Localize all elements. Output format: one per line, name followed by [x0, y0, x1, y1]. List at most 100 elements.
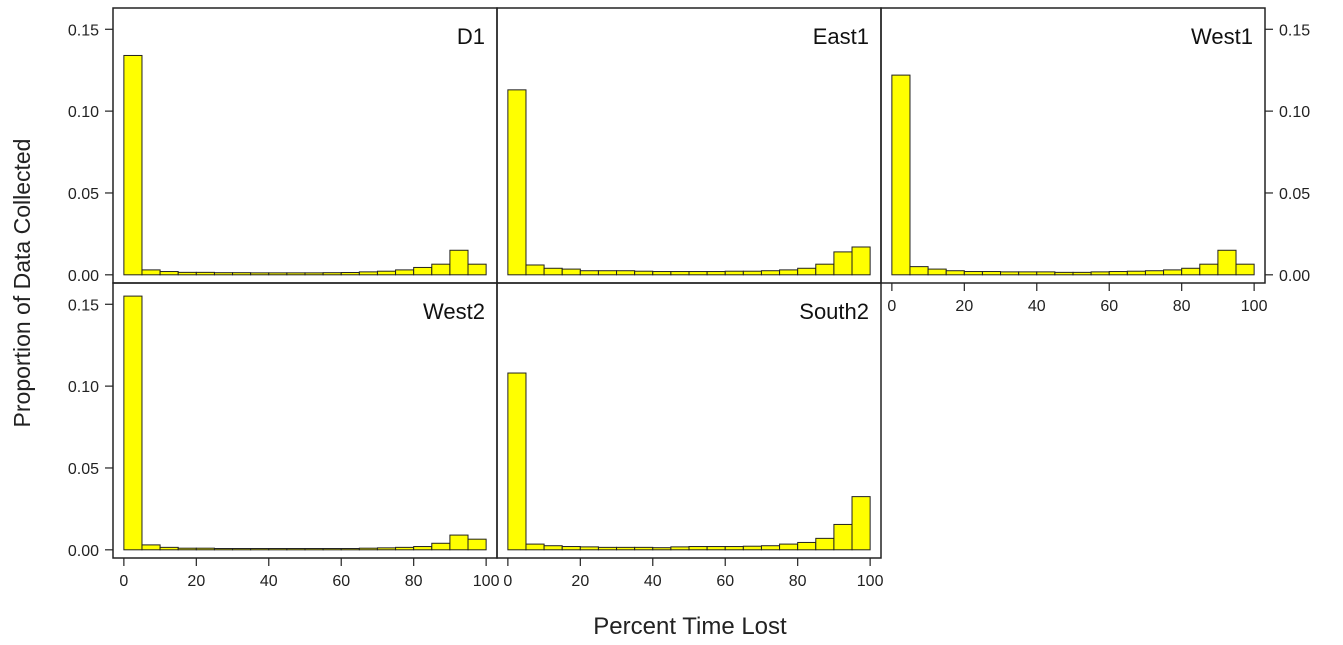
bar [742, 270, 762, 276]
bar [616, 546, 636, 551]
x-tick-label: 100 [473, 573, 500, 590]
bar [815, 537, 835, 551]
y-tick-label: 0.00 [1279, 268, 1310, 285]
bar [742, 545, 762, 551]
bar [779, 269, 799, 276]
bar [232, 548, 252, 551]
bar [413, 266, 433, 276]
bar [634, 546, 654, 551]
bar [945, 270, 965, 276]
axis-ticks-group: 0.00 0.05 0.10 0.15 0.00 0.05 0.10 0.15 0.00 0.05… [68, 22, 1310, 590]
bar [706, 546, 726, 551]
x-tick-label: 0 [119, 573, 128, 590]
bar [724, 270, 744, 276]
bar [507, 89, 527, 276]
bar [467, 263, 487, 276]
panel-title: South2 [799, 299, 869, 324]
y-axis-title: Proportion of Data Collected [9, 139, 35, 428]
bar [431, 263, 451, 276]
bar [340, 548, 360, 551]
bar [1036, 271, 1056, 276]
x-tick-label: 0 [503, 573, 512, 590]
x-tick-label: 20 [955, 298, 973, 315]
bar [250, 548, 270, 551]
bar [634, 270, 654, 276]
bar [322, 548, 342, 551]
bar [981, 271, 1002, 276]
bar [159, 546, 179, 551]
panel-West2: West2 [112, 282, 498, 559]
bar [322, 272, 342, 276]
panel-D1: D1 [112, 7, 498, 284]
x-tick-label: 20 [187, 573, 205, 590]
bar [797, 541, 817, 551]
bar [543, 267, 563, 276]
x-tick-label: 0 [887, 298, 896, 315]
bar [1090, 271, 1110, 276]
bar [507, 372, 527, 551]
bar [688, 271, 708, 276]
y-tick-label: 0.15 [68, 22, 99, 39]
bar [909, 266, 929, 276]
bar [250, 272, 270, 276]
bar [213, 548, 234, 551]
bar [927, 268, 947, 276]
bar [213, 272, 234, 276]
bar [1018, 271, 1038, 276]
bar [779, 543, 799, 551]
bar [1000, 271, 1020, 276]
x-tick-label: 100 [857, 573, 884, 590]
bar [652, 547, 672, 551]
bar [449, 249, 469, 276]
panel-West1: West1 [880, 7, 1266, 284]
y-tick-label: 0.10 [68, 379, 99, 396]
bar [449, 534, 469, 551]
bar [579, 546, 599, 551]
y-tick-label: 0.15 [1279, 22, 1310, 39]
bar [286, 548, 306, 551]
bar [141, 544, 161, 551]
bar [123, 54, 143, 276]
bar [1072, 271, 1092, 276]
bar [760, 545, 781, 551]
panel-title: West2 [423, 299, 485, 324]
y-tick-label: 0.00 [68, 543, 99, 560]
panel-frame [496, 7, 882, 284]
x-tick-label: 60 [1100, 298, 1118, 315]
bar [268, 272, 288, 276]
bar [525, 543, 545, 551]
bar [616, 270, 636, 276]
y-tick-label: 0.10 [1279, 104, 1310, 121]
x-tick-label: 80 [405, 573, 423, 590]
bar [963, 271, 983, 276]
bar [797, 267, 817, 276]
y-tick-label: 0.00 [68, 268, 99, 285]
y-tick-label: 0.05 [1279, 186, 1310, 203]
bar [358, 271, 378, 276]
panel-title: D1 [457, 24, 485, 49]
bar [123, 295, 143, 551]
bar [340, 272, 360, 276]
bar [195, 547, 215, 551]
bar [141, 269, 161, 276]
bar [1108, 271, 1128, 276]
x-tick-label: 80 [1173, 298, 1191, 315]
bar [1054, 271, 1074, 276]
bar [376, 270, 397, 276]
bar [706, 271, 726, 276]
bar [724, 546, 744, 551]
panel-frame [880, 7, 1266, 284]
x-tick-label: 60 [332, 573, 350, 590]
bar [760, 270, 781, 276]
bar [597, 270, 618, 276]
bar [304, 548, 324, 551]
bar [159, 271, 179, 276]
bar [597, 546, 618, 551]
x-tick-label: 40 [644, 573, 662, 590]
bar [1235, 263, 1255, 276]
bar [195, 271, 215, 276]
panel-East1: East1 [496, 7, 882, 284]
bar [688, 546, 708, 551]
panel-frame [112, 7, 498, 284]
